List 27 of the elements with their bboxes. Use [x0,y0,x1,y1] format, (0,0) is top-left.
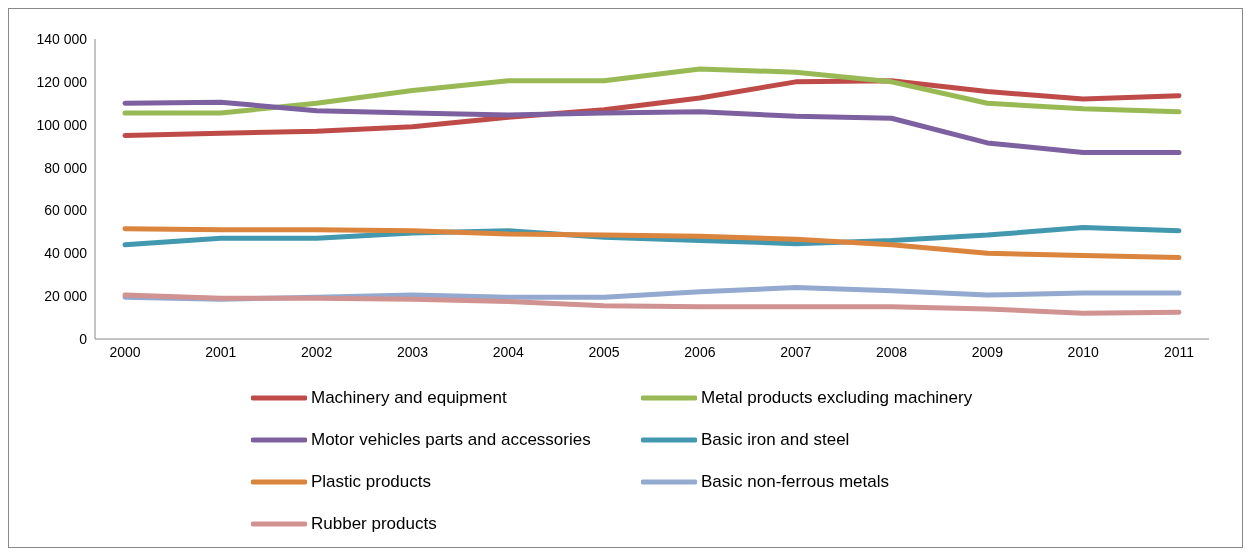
legend-label: Machinery and equipment [311,388,507,408]
x-tick-label: 2002 [301,343,333,360]
x-tick-label: 2008 [875,343,908,360]
x-tick-label: 2010 [1067,343,1099,360]
y-tick-label: 80 000 [44,159,88,176]
x-tick-label: 2005 [588,343,620,360]
y-tick-label: 40 000 [44,245,88,262]
x-tick-label: 2006 [684,343,716,360]
legend-label: Rubber products [311,514,437,534]
legend-label: Plastic products [311,472,431,492]
x-tick-label: 2001 [205,343,237,360]
x-tick-label: 2007 [780,343,812,360]
y-tick-label: 100 000 [36,116,88,133]
y-tick-label: 120 000 [36,73,88,90]
x-tick-label: 2009 [971,343,1004,360]
x-tick-label: 2004 [492,343,525,360]
y-tick-label: 0 [79,330,88,347]
y-tick-label: 140 000 [36,30,88,47]
legend-label: Basic iron and steel [701,430,850,450]
x-tick-label: 2000 [109,343,141,360]
legend-label: Metal products excluding machinery [701,388,973,408]
legend-label: Basic non-ferrous metals [701,472,890,492]
y-tick-label: 60 000 [44,202,88,219]
x-tick-label: 2003 [396,343,429,360]
y-tick-label: 20 000 [44,288,88,305]
legend-label: Motor vehicles parts and accessories [311,430,591,450]
x-tick-label: 2011 [1163,343,1195,360]
